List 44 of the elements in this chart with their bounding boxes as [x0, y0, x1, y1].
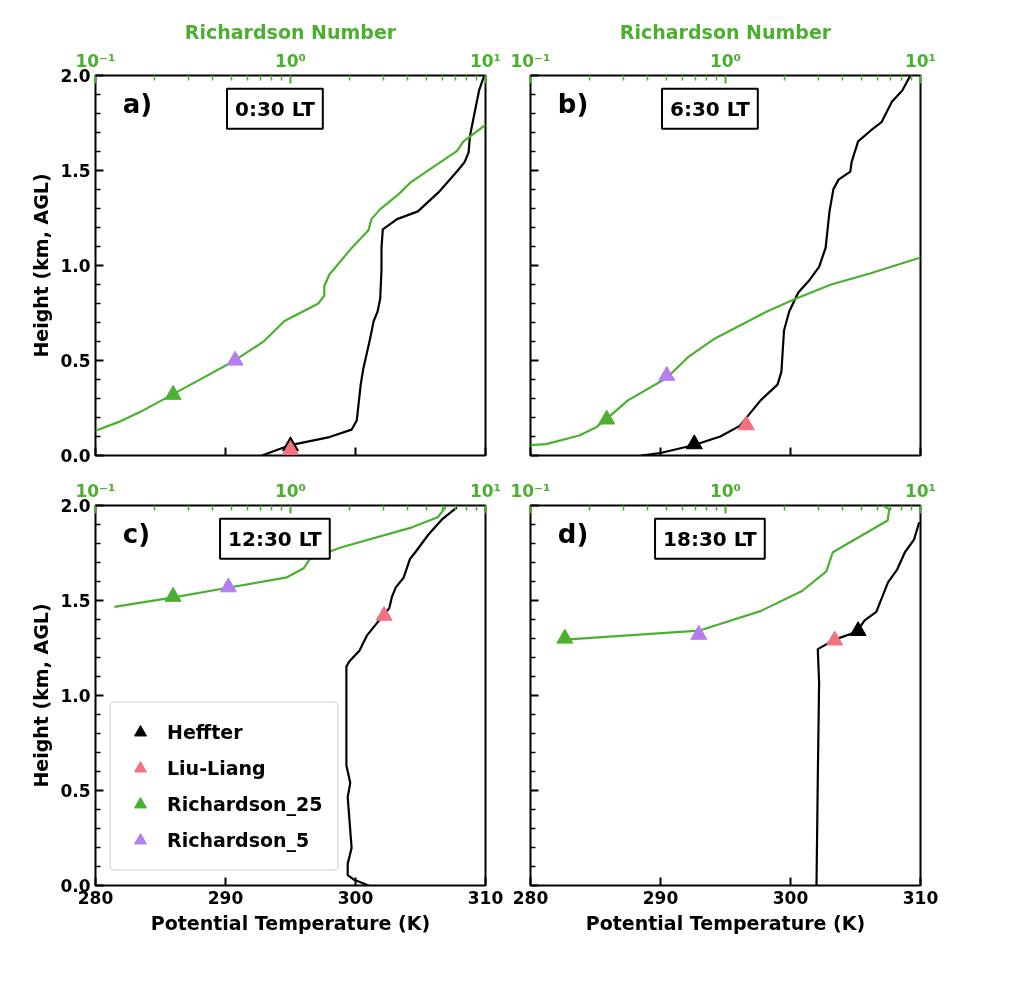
y-tick-label: 0.5 — [60, 351, 91, 371]
x2-tick-label: 10¹ — [904, 480, 937, 501]
x2-tick-label: 10⁰ — [274, 50, 307, 71]
x-tick-label: 290 — [642, 887, 679, 908]
legend-label: Heffter — [167, 721, 243, 743]
y-tick-label: 1.0 — [60, 686, 91, 706]
x2-tick-label: 10¹ — [469, 480, 502, 501]
y-tick-label: 0.5 — [60, 781, 91, 801]
y-tick-label: 1.0 — [60, 256, 91, 276]
y-axis-title: Height (km, AGL) — [30, 173, 53, 358]
legend-label: Richardson_25 — [167, 793, 323, 815]
y-tick-label: 2.0 — [60, 496, 91, 516]
annotation: 12:30 LT — [228, 526, 323, 551]
x-axis-title: Potential Temperature (K) — [585, 911, 866, 934]
x2-axis-title: Richardson Number — [184, 20, 397, 43]
annotation: d) — [557, 518, 589, 549]
y-axis-title: Height (km, AGL) — [30, 603, 53, 788]
x2-tick-label: 10⁰ — [709, 480, 742, 501]
x2-tick-label: 10¹ — [904, 50, 937, 71]
x2-tick-label: 10⁰ — [274, 480, 307, 501]
x-tick-label: 310 — [902, 887, 939, 908]
legend-label: Liu-Liang — [167, 757, 266, 779]
x-tick-label: 300 — [772, 887, 809, 908]
annotation: 0:30 LT — [235, 96, 316, 121]
x-tick-label: 290 — [207, 887, 244, 908]
x2-axis-title: Richardson Number — [619, 20, 832, 43]
legend-label: Richardson_5 — [167, 829, 310, 851]
annotation: 18:30 LT — [663, 526, 758, 551]
x-tick-label: 280 — [512, 887, 549, 908]
x2-tick-label: 10⁻¹ — [510, 480, 551, 501]
annotation: c) — [122, 518, 151, 549]
x-axis-title: Potential Temperature (K) — [150, 911, 431, 934]
annotation: a) — [122, 88, 153, 119]
x2-tick-label: 10¹ — [469, 50, 502, 71]
y-tick-label: 1.5 — [60, 591, 91, 611]
y-tick-label: 1.5 — [60, 161, 91, 181]
x-tick-label: 300 — [337, 887, 374, 908]
y-tick-label: 0.0 — [60, 446, 91, 466]
y-tick-label: 2.0 — [60, 66, 91, 86]
annotation: b) — [557, 88, 589, 119]
x-tick-label: 310 — [467, 887, 504, 908]
x2-tick-label: 10⁻¹ — [510, 50, 551, 71]
x2-tick-label: 10⁰ — [709, 50, 742, 71]
annotation: 6:30 LT — [670, 96, 751, 121]
